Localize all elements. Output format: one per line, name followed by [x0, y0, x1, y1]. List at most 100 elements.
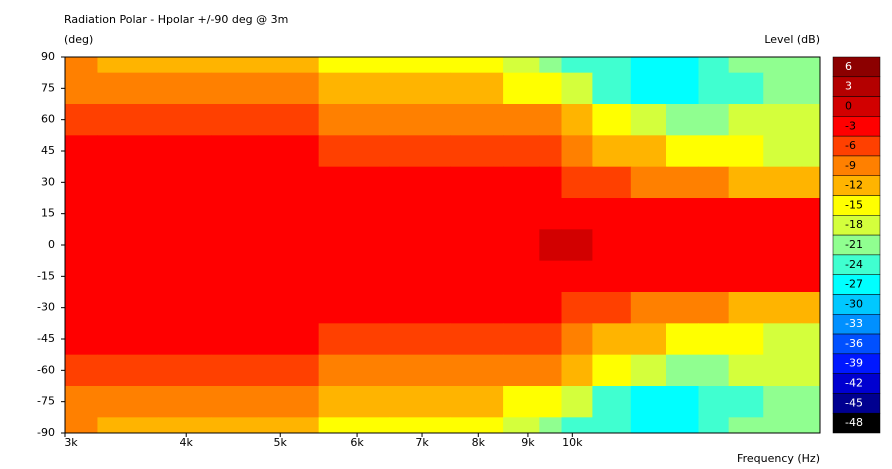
y-tick-label: 30	[41, 175, 55, 188]
contour-cell	[763, 72, 803, 105]
contour-cell	[503, 104, 540, 136]
colorbar-label: -27	[845, 278, 863, 291]
contour-cell	[801, 354, 821, 387]
contour-cell	[211, 166, 259, 199]
x-tick-label: 6k	[350, 436, 364, 449]
contour-cell	[763, 135, 803, 168]
contour-cell	[630, 292, 667, 324]
contour-cell	[65, 104, 98, 136]
colorbar-label: Level (dB)	[764, 33, 820, 46]
contour-cell	[318, 57, 391, 74]
contour-cell	[630, 135, 667, 168]
contour-cell	[539, 229, 563, 262]
contour-cell	[801, 57, 821, 74]
contour-cell	[65, 292, 98, 324]
contour-cell	[318, 198, 391, 230]
contour-cell	[801, 104, 821, 136]
contour-cell	[318, 135, 391, 168]
contour-cell	[97, 229, 159, 262]
contour-cell	[318, 417, 391, 434]
colorbar-label: -3	[845, 119, 856, 132]
contour-cell	[318, 323, 391, 356]
contour-cell	[503, 166, 540, 199]
contour-cell	[763, 386, 803, 418]
contour-cell	[630, 229, 667, 262]
contour-cell	[698, 354, 730, 387]
contour-cell	[258, 323, 320, 356]
contour-cell	[450, 229, 504, 262]
contour-cell	[389, 135, 451, 168]
contour-cell	[763, 292, 803, 324]
contour-cell	[763, 354, 803, 387]
x-tick-label: 4k	[180, 436, 194, 449]
contour-cell	[561, 386, 593, 418]
colorbar-label: -33	[845, 317, 863, 330]
contour-cell	[389, 72, 451, 105]
contour-cell	[561, 104, 593, 136]
contour-cell	[666, 104, 699, 136]
y-tick-label: 0	[48, 238, 55, 251]
contour-cell	[97, 72, 159, 105]
contour-cell	[539, 386, 563, 418]
contour-cell	[318, 386, 391, 418]
contour-cell	[211, 72, 259, 105]
contour-cell	[561, 57, 593, 74]
y-tick-label: 45	[41, 144, 55, 157]
contour-cell	[698, 57, 730, 74]
contour-cell	[389, 386, 451, 418]
contour-cell	[539, 323, 563, 356]
contour-cell	[450, 386, 504, 418]
contour-cell	[97, 260, 159, 293]
colorbar-label: 0	[845, 99, 852, 112]
contour-cell	[698, 292, 730, 324]
contour-cell	[258, 417, 320, 434]
contour-cell	[698, 166, 730, 199]
colorbar-label: -42	[845, 377, 863, 390]
colorbar-cell	[832, 116, 881, 137]
contour-cell	[592, 198, 632, 230]
contour-cell	[211, 260, 259, 293]
contour-cell	[666, 229, 699, 262]
contour-cell	[763, 166, 803, 199]
contour-cell	[666, 135, 699, 168]
contour-cell	[97, 417, 159, 434]
contour-cell	[211, 57, 259, 74]
contour-cell	[801, 260, 821, 293]
contour-cell	[666, 72, 699, 105]
contour-cell	[592, 72, 632, 105]
contour-cell	[763, 323, 803, 356]
contour-cell	[450, 104, 504, 136]
contour-cell	[698, 198, 730, 230]
contour-cell	[503, 292, 540, 324]
contour-cell	[630, 260, 667, 293]
colorbar-cell	[832, 135, 881, 157]
contour-cell	[592, 57, 632, 74]
contour-cell	[666, 57, 699, 74]
contour-cell	[592, 354, 632, 387]
contour-cell	[763, 198, 803, 230]
contour-cell	[211, 323, 259, 356]
colorbar-label: -21	[845, 238, 863, 251]
contour-cell	[666, 417, 699, 434]
contour-cell	[539, 72, 563, 105]
contour-cell	[65, 166, 98, 199]
contour-cell	[561, 292, 593, 324]
contour-cell	[97, 386, 159, 418]
colorbar-label: -9	[845, 159, 856, 172]
contour-cell	[503, 135, 540, 168]
contour-cell	[97, 57, 159, 74]
contour-cell	[503, 229, 540, 262]
contour-cell	[65, 386, 98, 418]
x-tick-label: 10k	[562, 436, 583, 449]
contour-cell	[698, 417, 730, 434]
contour-cell	[450, 323, 504, 356]
contour-cell	[65, 260, 98, 293]
colorbar-cell	[832, 155, 881, 176]
colorbar-label: -24	[845, 258, 863, 271]
contour-cell	[503, 260, 540, 293]
contour-cell	[211, 292, 259, 324]
contour-cell	[630, 104, 667, 136]
contour-cell	[698, 135, 730, 168]
contour-cell	[666, 323, 699, 356]
y-tick-label: 60	[41, 113, 55, 126]
